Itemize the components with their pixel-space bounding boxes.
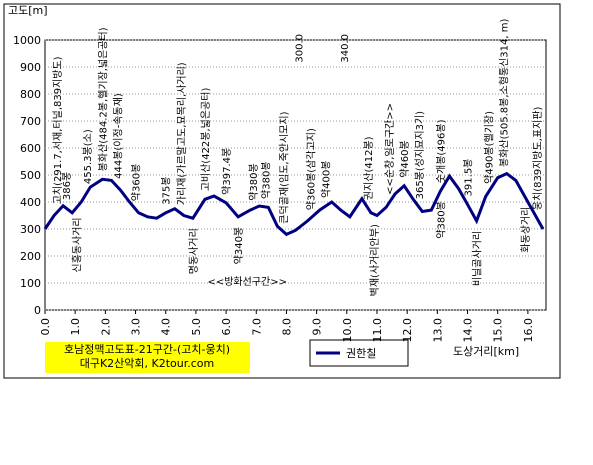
y-tick-label: 400	[20, 196, 41, 209]
x-tick-label: 11.0	[371, 318, 384, 343]
annotation: 약460봉	[399, 140, 411, 178]
annotation: 약380봉	[260, 161, 272, 199]
annotation: <<순창,일로구간>>	[384, 103, 396, 195]
annotation: 365봉(성지묘지3기)	[414, 111, 426, 200]
annotation: 약490봉(헬기장)	[484, 111, 496, 184]
y-tick-label: 200	[20, 250, 41, 263]
x-tick-label: 4.0	[160, 318, 173, 336]
annotation: 봉화산(505.8봉,소형통신314, m)	[499, 19, 511, 167]
annotation: 약360봉(삼각고지)	[306, 128, 318, 210]
x-tick-label: 7.0	[250, 318, 263, 336]
x-tick-label: 6.0	[220, 318, 233, 336]
x-tick-label: 13.0	[431, 318, 444, 343]
annotation: 화동상거리	[520, 207, 532, 253]
annotation: 웅치(839지방도,표지판)	[532, 106, 544, 210]
annotation: 신흥동사거리	[71, 217, 84, 272]
title-box	[45, 342, 250, 373]
annotation: 391.5봉	[463, 159, 475, 197]
annotation: 340.0	[340, 34, 351, 63]
annotation: 봉화산(484.2봉,헬기장,넓은공터)	[97, 27, 109, 171]
annotation: 숫개봉(496봉)	[435, 119, 447, 183]
x-tick-label: 10.0	[341, 318, 354, 343]
annotation: <<방화선구간>>	[207, 276, 287, 288]
annotation: 고비산(422봉,넓은공터)	[200, 88, 212, 192]
y-tick-label: 300	[20, 223, 41, 236]
annotation: 권지산(412봉)	[363, 136, 375, 200]
y-tick-label: 700	[20, 115, 41, 128]
annotation: 약340봉	[233, 227, 245, 264]
y-tick-label: 600	[20, 142, 41, 155]
annotation: 375봉	[161, 177, 173, 205]
annotation: 300.0	[295, 34, 306, 63]
y-axis-label: 고도[m]	[8, 4, 48, 17]
y-tick-label: 500	[20, 169, 41, 182]
annotation: 약360봉	[131, 164, 143, 202]
chart-subtitle: 대구K2산악회, K2tour.com	[80, 357, 215, 370]
x-tick-label: 3.0	[130, 318, 143, 336]
x-tick-label: 16.0	[522, 318, 535, 343]
chart-title: 호남정맥고도표-21구간-(고치-웅치)	[64, 343, 230, 356]
x-tick-label: 2.0	[99, 318, 112, 336]
annotation: 고치(291.7,서재,터널,839지방도)	[52, 56, 64, 204]
annotation: 비닐골사거리	[472, 231, 484, 286]
annotation: 386봉	[61, 172, 73, 200]
annotation: 약397.4봉	[221, 148, 233, 195]
annotation: 약380봉	[248, 163, 260, 201]
x-tick-label: 1.0	[69, 318, 82, 336]
elevation-line	[43, 171, 545, 237]
x-tick-label: 8.0	[280, 318, 293, 336]
annotation: 약380봉	[435, 201, 447, 239]
y-tick-label: 800	[20, 88, 41, 101]
annotation: 큰덕골재(임도,죽안시모지)	[277, 111, 290, 223]
x-axis-label: 도상거리[km]	[453, 345, 519, 358]
annotation: 벽재(사거리안부)	[369, 224, 381, 296]
x-tick-label: 5.0	[190, 318, 203, 336]
y-tick-label: 1000	[13, 34, 41, 47]
annotation: 455.3봉(소)	[82, 129, 94, 184]
x-tick-label: 14.0	[462, 318, 475, 343]
annotation: 가리재(가르말고도,묘목리,사거리)	[176, 62, 188, 205]
annotation: 약400봉	[321, 161, 333, 199]
y-tick-label: 100	[20, 277, 41, 290]
x-tick-label: 9.0	[311, 318, 324, 336]
x-tick-label: 15.0	[492, 318, 505, 343]
legend-label: 권한칠	[346, 347, 376, 360]
y-tick-label: 900	[20, 61, 41, 74]
x-tick-label: 12.0	[401, 318, 414, 343]
x-tick-label: 0.0	[39, 318, 52, 336]
annotation: 444봉(이정-속동재)	[112, 93, 124, 179]
y-tick-label: 0	[34, 304, 41, 317]
annotation: 명동사거리	[188, 228, 200, 274]
chart-frame	[3, 3, 561, 379]
